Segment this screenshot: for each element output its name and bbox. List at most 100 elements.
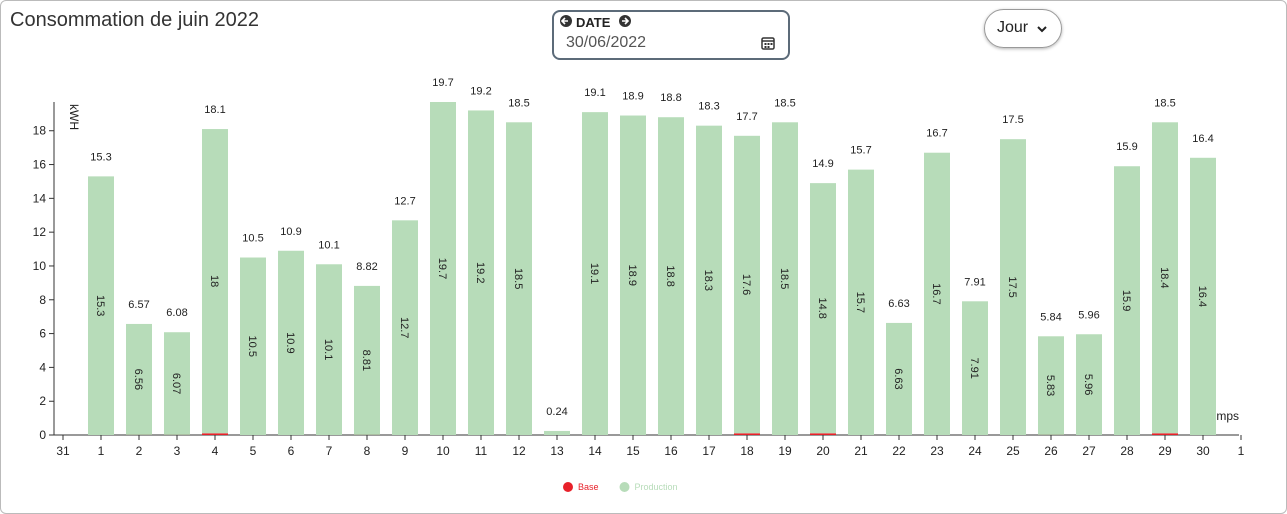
bar-segment: [88, 176, 114, 435]
y-tick-label: 18: [33, 124, 47, 138]
bar-total-label: 18.5: [774, 97, 795, 109]
bar-inner-label: 17.5: [1006, 276, 1018, 297]
bar-inner-label: 19.1: [588, 263, 600, 284]
bar-total-label: 5.84: [1040, 311, 1061, 323]
x-tick-label: 7: [326, 444, 333, 458]
x-tick-label: 1: [98, 444, 105, 458]
chevron: [1037, 26, 1047, 33]
date-picker[interactable]: DATE 30/06/2022: [552, 10, 790, 60]
bar-inner-label: 7.91: [968, 357, 980, 378]
bar-segment: [848, 169, 874, 436]
bar-total-label: 15.9: [1116, 141, 1137, 153]
bar-inner-label: 18.3: [702, 270, 714, 291]
x-tick-label: 19: [778, 444, 792, 458]
x-tick-label: 31: [56, 444, 70, 458]
bar-inner-label: 6.07: [170, 373, 182, 394]
bar-inner-label: 17.6: [740, 274, 752, 295]
bar-inner-label: 18.9: [626, 265, 638, 286]
bar-inner-label: 18.4: [1158, 267, 1170, 288]
bar-total-label: 6.63: [888, 298, 909, 310]
bar-total-label: 16.7: [926, 128, 947, 140]
bar-inner-label: 5.83: [1044, 375, 1056, 396]
legend-label: Production: [635, 482, 678, 492]
y-tick-label: 16: [33, 158, 47, 172]
x-tick-label: 14: [588, 444, 602, 458]
legend-label: Base: [578, 482, 599, 492]
y-tick-label: 2: [39, 394, 46, 408]
bar-inner-label: 18.5: [778, 268, 790, 289]
bar-total-label: 10.5: [242, 233, 263, 245]
bar-segment: [202, 433, 228, 435]
x-tick-label: 8: [364, 444, 371, 458]
legend-swatch: [619, 482, 630, 492]
x-tick-label: 27: [1082, 444, 1096, 458]
date-value[interactable]: 30/06/2022: [566, 34, 647, 51]
bar-segment: [354, 285, 380, 435]
period-value: Jour: [997, 19, 1029, 36]
bar-total-label: 0.24: [546, 406, 567, 418]
bar-segment: [1152, 122, 1178, 434]
bar-inner-label: 16.7: [930, 283, 942, 304]
x-tick-label: 30: [1196, 444, 1210, 458]
x-tick-label: 15: [626, 444, 640, 458]
x-tick-label: 1: [1238, 444, 1245, 458]
bar-segment: [1114, 166, 1140, 435]
bar-total-label: 15.7: [850, 145, 871, 157]
bar-inner-label: 18.5: [512, 268, 524, 289]
bar-inner-label: 15.3: [94, 295, 106, 316]
bar-inner-label: 6.63: [892, 368, 904, 389]
bar-total-label: 19.7: [432, 77, 453, 89]
bar-segment: [202, 129, 228, 434]
bar-total-label: 18.5: [1154, 97, 1175, 109]
x-tick-label: 5: [250, 444, 257, 458]
period-dropdown[interactable]: Jour: [984, 9, 1062, 48]
bar-segment: [544, 430, 570, 435]
bar-total-label: 18.9: [622, 91, 643, 103]
x-tick-label: 28: [1120, 444, 1134, 458]
bar-segment: [734, 135, 760, 434]
bar-inner-label: 15.9: [1120, 290, 1132, 311]
bar-total-label: 12.7: [394, 195, 415, 207]
bar-total-label: 18.5: [508, 97, 529, 109]
bar-segment: [734, 433, 760, 435]
bar-total-label: 10.1: [318, 239, 339, 251]
y-tick-label: 10: [33, 259, 47, 273]
bar-inner-label: 6.56: [132, 369, 144, 390]
y-tick-label: 6: [39, 327, 46, 341]
bar-inner-label: 19.7: [436, 258, 448, 279]
x-tick-label: 18: [740, 444, 754, 458]
x-tick-label: 29: [1158, 444, 1172, 458]
bar-segment: [1076, 334, 1102, 435]
bar-inner-label: 10.5: [246, 336, 258, 357]
bar-inner-label: 15.7: [854, 292, 866, 313]
bar-total-label: 18.3: [698, 101, 719, 113]
bar-inner-label: 18.8: [664, 265, 676, 286]
bar-total-label: 10.9: [280, 226, 301, 238]
y-tick-label: 4: [39, 360, 46, 374]
bar-segment: [278, 250, 304, 435]
bar-total-label: 7.91: [964, 276, 985, 288]
y-tick-label: 12: [33, 225, 47, 239]
bar-inner-label: 19.2: [474, 262, 486, 283]
bar-inner-label: 14.8: [816, 298, 828, 319]
x-tick-label: 16: [664, 444, 678, 458]
bar-total-label: 18.1: [204, 104, 225, 116]
bar-segment: [810, 183, 836, 434]
x-tick-label: 11: [475, 444, 488, 458]
calendar-icon[interactable]: [761, 37, 775, 50]
bar-total-label: 15.3: [90, 151, 111, 163]
bar-inner-label: 10.1: [322, 339, 334, 360]
bar-total-label: 18.8: [660, 92, 681, 104]
bar-segment: [658, 117, 684, 435]
date-icons: [560, 15, 775, 50]
bar-segment: [1190, 157, 1216, 435]
x-tick-label: 22: [892, 444, 906, 458]
bar-segment: [886, 322, 912, 435]
bar-segment: [126, 323, 152, 435]
x-tick-label: 23: [930, 444, 944, 458]
x-tick-label: 6: [288, 444, 295, 458]
bar-segment: [468, 110, 494, 435]
bar-segment: [772, 122, 798, 435]
bar-total-label: 6.08: [166, 307, 187, 319]
y-tick-label: 0: [39, 428, 46, 442]
